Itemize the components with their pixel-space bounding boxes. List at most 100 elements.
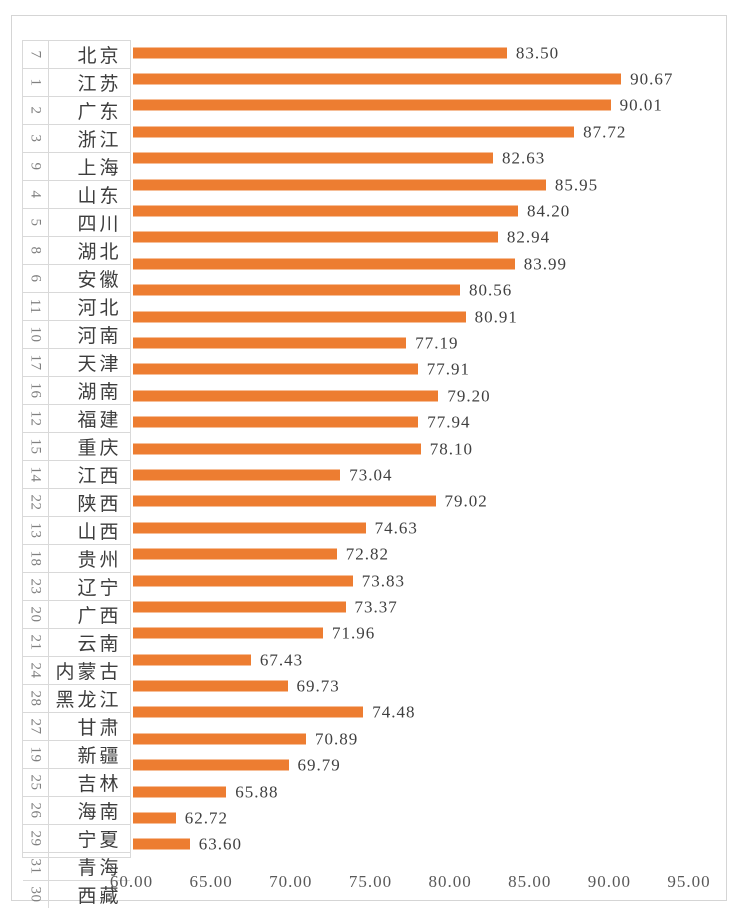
bar-row: 84.20 bbox=[132, 198, 733, 224]
province-label: 西藏 bbox=[77, 885, 122, 907]
bar-row: 78.10 bbox=[132, 435, 733, 461]
bar bbox=[132, 73, 622, 85]
rank-cell: 3 bbox=[23, 124, 49, 152]
bar bbox=[132, 575, 353, 586]
x-axis-tick-label: 85.00 bbox=[508, 871, 552, 891]
axis-row: 16 湖南 bbox=[22, 376, 130, 405]
bar-row: 74.48 bbox=[132, 699, 733, 725]
province-label: 福建 bbox=[77, 409, 122, 431]
rank-label: 3 bbox=[27, 134, 44, 142]
rank-label: 2 bbox=[27, 106, 44, 114]
province-label: 青海 bbox=[77, 857, 122, 879]
bar bbox=[132, 469, 341, 481]
rank-cell: 9 bbox=[23, 152, 49, 180]
bar-value-label: 83.99 bbox=[523, 254, 567, 274]
x-axis-tick-label: 75.00 bbox=[348, 871, 393, 891]
province-label: 重庆 bbox=[77, 437, 122, 459]
rank-cell: 4 bbox=[23, 180, 49, 208]
bar-value-label: 74.48 bbox=[372, 702, 416, 722]
axis-row: 29 宁夏 bbox=[22, 824, 130, 853]
rank-cell: 25 bbox=[23, 768, 49, 796]
rank-cell: 5 bbox=[23, 208, 49, 236]
rank-label: 19 bbox=[27, 746, 44, 762]
bar-value-label: 73.04 bbox=[349, 465, 393, 485]
rank-cell: 16 bbox=[23, 376, 49, 404]
province-label: 江西 bbox=[77, 465, 122, 487]
province-label: 浙江 bbox=[77, 129, 122, 151]
province-label: 湖南 bbox=[77, 381, 122, 403]
bar-value-label: 65.88 bbox=[235, 782, 279, 802]
bar-row: 83.99 bbox=[132, 251, 733, 277]
x-axis-tick-label: 90.00 bbox=[587, 871, 632, 891]
rank-cell: 30 bbox=[23, 880, 49, 908]
bar bbox=[132, 337, 407, 349]
bar-row: 79.20 bbox=[132, 383, 733, 409]
bar-row: 85.95 bbox=[132, 171, 733, 197]
axis-row: 2 广东 bbox=[22, 96, 130, 125]
province-label: 甘肃 bbox=[77, 717, 122, 739]
bar bbox=[132, 812, 176, 824]
rank-cell: 29 bbox=[23, 824, 49, 852]
rank-cell: 26 bbox=[23, 796, 49, 824]
axis-row: 11 河北 bbox=[22, 292, 130, 321]
bar bbox=[132, 838, 190, 850]
rank-label: 13 bbox=[27, 522, 44, 538]
bar-row: 77.91 bbox=[132, 356, 733, 382]
province-label: 河北 bbox=[77, 297, 122, 319]
province-label: 陕西 bbox=[77, 493, 122, 515]
bar bbox=[132, 363, 418, 375]
rank-cell: 19 bbox=[23, 740, 49, 768]
rank-cell: 22 bbox=[23, 488, 49, 516]
rank-label: 17 bbox=[27, 354, 44, 370]
axis-row: 28 黑龙江 bbox=[22, 684, 130, 713]
bar-value-label: 80.91 bbox=[474, 307, 518, 327]
rank-cell: 10 bbox=[23, 320, 49, 348]
province-label: 广东 bbox=[77, 101, 122, 123]
bar bbox=[132, 759, 289, 771]
bar-value-label: 85.95 bbox=[554, 175, 599, 195]
province-label: 云南 bbox=[77, 633, 122, 655]
rank-cell: 6 bbox=[23, 264, 49, 292]
bar bbox=[132, 522, 366, 534]
bar-row: 69.79 bbox=[132, 752, 733, 778]
axis-row: 12 福建 bbox=[22, 404, 130, 433]
axis-row: 24 内蒙古 bbox=[22, 656, 130, 685]
bar-row: 79.02 bbox=[132, 488, 733, 514]
bar bbox=[132, 627, 323, 639]
bar bbox=[132, 47, 507, 59]
axis-row: 19 新疆 bbox=[22, 740, 130, 769]
bar-value-label: 62.72 bbox=[184, 808, 229, 828]
province-label: 贵州 bbox=[77, 549, 122, 571]
x-axis-tick-label: 65.00 bbox=[189, 871, 233, 891]
bar-row: 90.67 bbox=[132, 66, 733, 92]
axis-row: 13 山西 bbox=[22, 516, 130, 545]
province-label: 安徽 bbox=[77, 269, 122, 291]
bar-row: 67.43 bbox=[132, 646, 733, 672]
bar-row: 72.82 bbox=[132, 541, 733, 567]
rank-label: 7 bbox=[27, 50, 44, 58]
bar-value-label: 78.10 bbox=[429, 439, 474, 459]
bar-value-label: 69.79 bbox=[297, 755, 341, 775]
rank-label: 1 bbox=[27, 78, 44, 86]
axis-row: 23 辽宁 bbox=[22, 572, 130, 601]
bar-row: 74.63 bbox=[132, 515, 733, 541]
rank-cell: 1 bbox=[23, 68, 49, 96]
rank-label: 25 bbox=[27, 774, 44, 790]
bar-value-label: 77.91 bbox=[426, 359, 471, 379]
rank-label: 20 bbox=[27, 606, 44, 622]
axis-row: 5 四川 bbox=[22, 208, 130, 237]
rank-label: 16 bbox=[27, 382, 44, 398]
x-axis-tick-label: 70.00 bbox=[269, 871, 313, 891]
axis-row: 21 云南 bbox=[22, 628, 130, 657]
bar bbox=[132, 231, 498, 243]
axis-row: 4 山东 bbox=[22, 180, 130, 209]
axis-row: 25 吉林 bbox=[22, 768, 130, 797]
bar bbox=[132, 126, 575, 138]
bar bbox=[132, 733, 306, 745]
bar-value-label: 79.20 bbox=[447, 386, 491, 406]
x-axis-tick-label: 80.00 bbox=[428, 871, 472, 891]
bar-row: 73.83 bbox=[132, 567, 733, 593]
rank-cell: 17 bbox=[23, 348, 49, 376]
province-label: 吉林 bbox=[77, 773, 122, 795]
axis-row: 15 重庆 bbox=[22, 432, 130, 461]
